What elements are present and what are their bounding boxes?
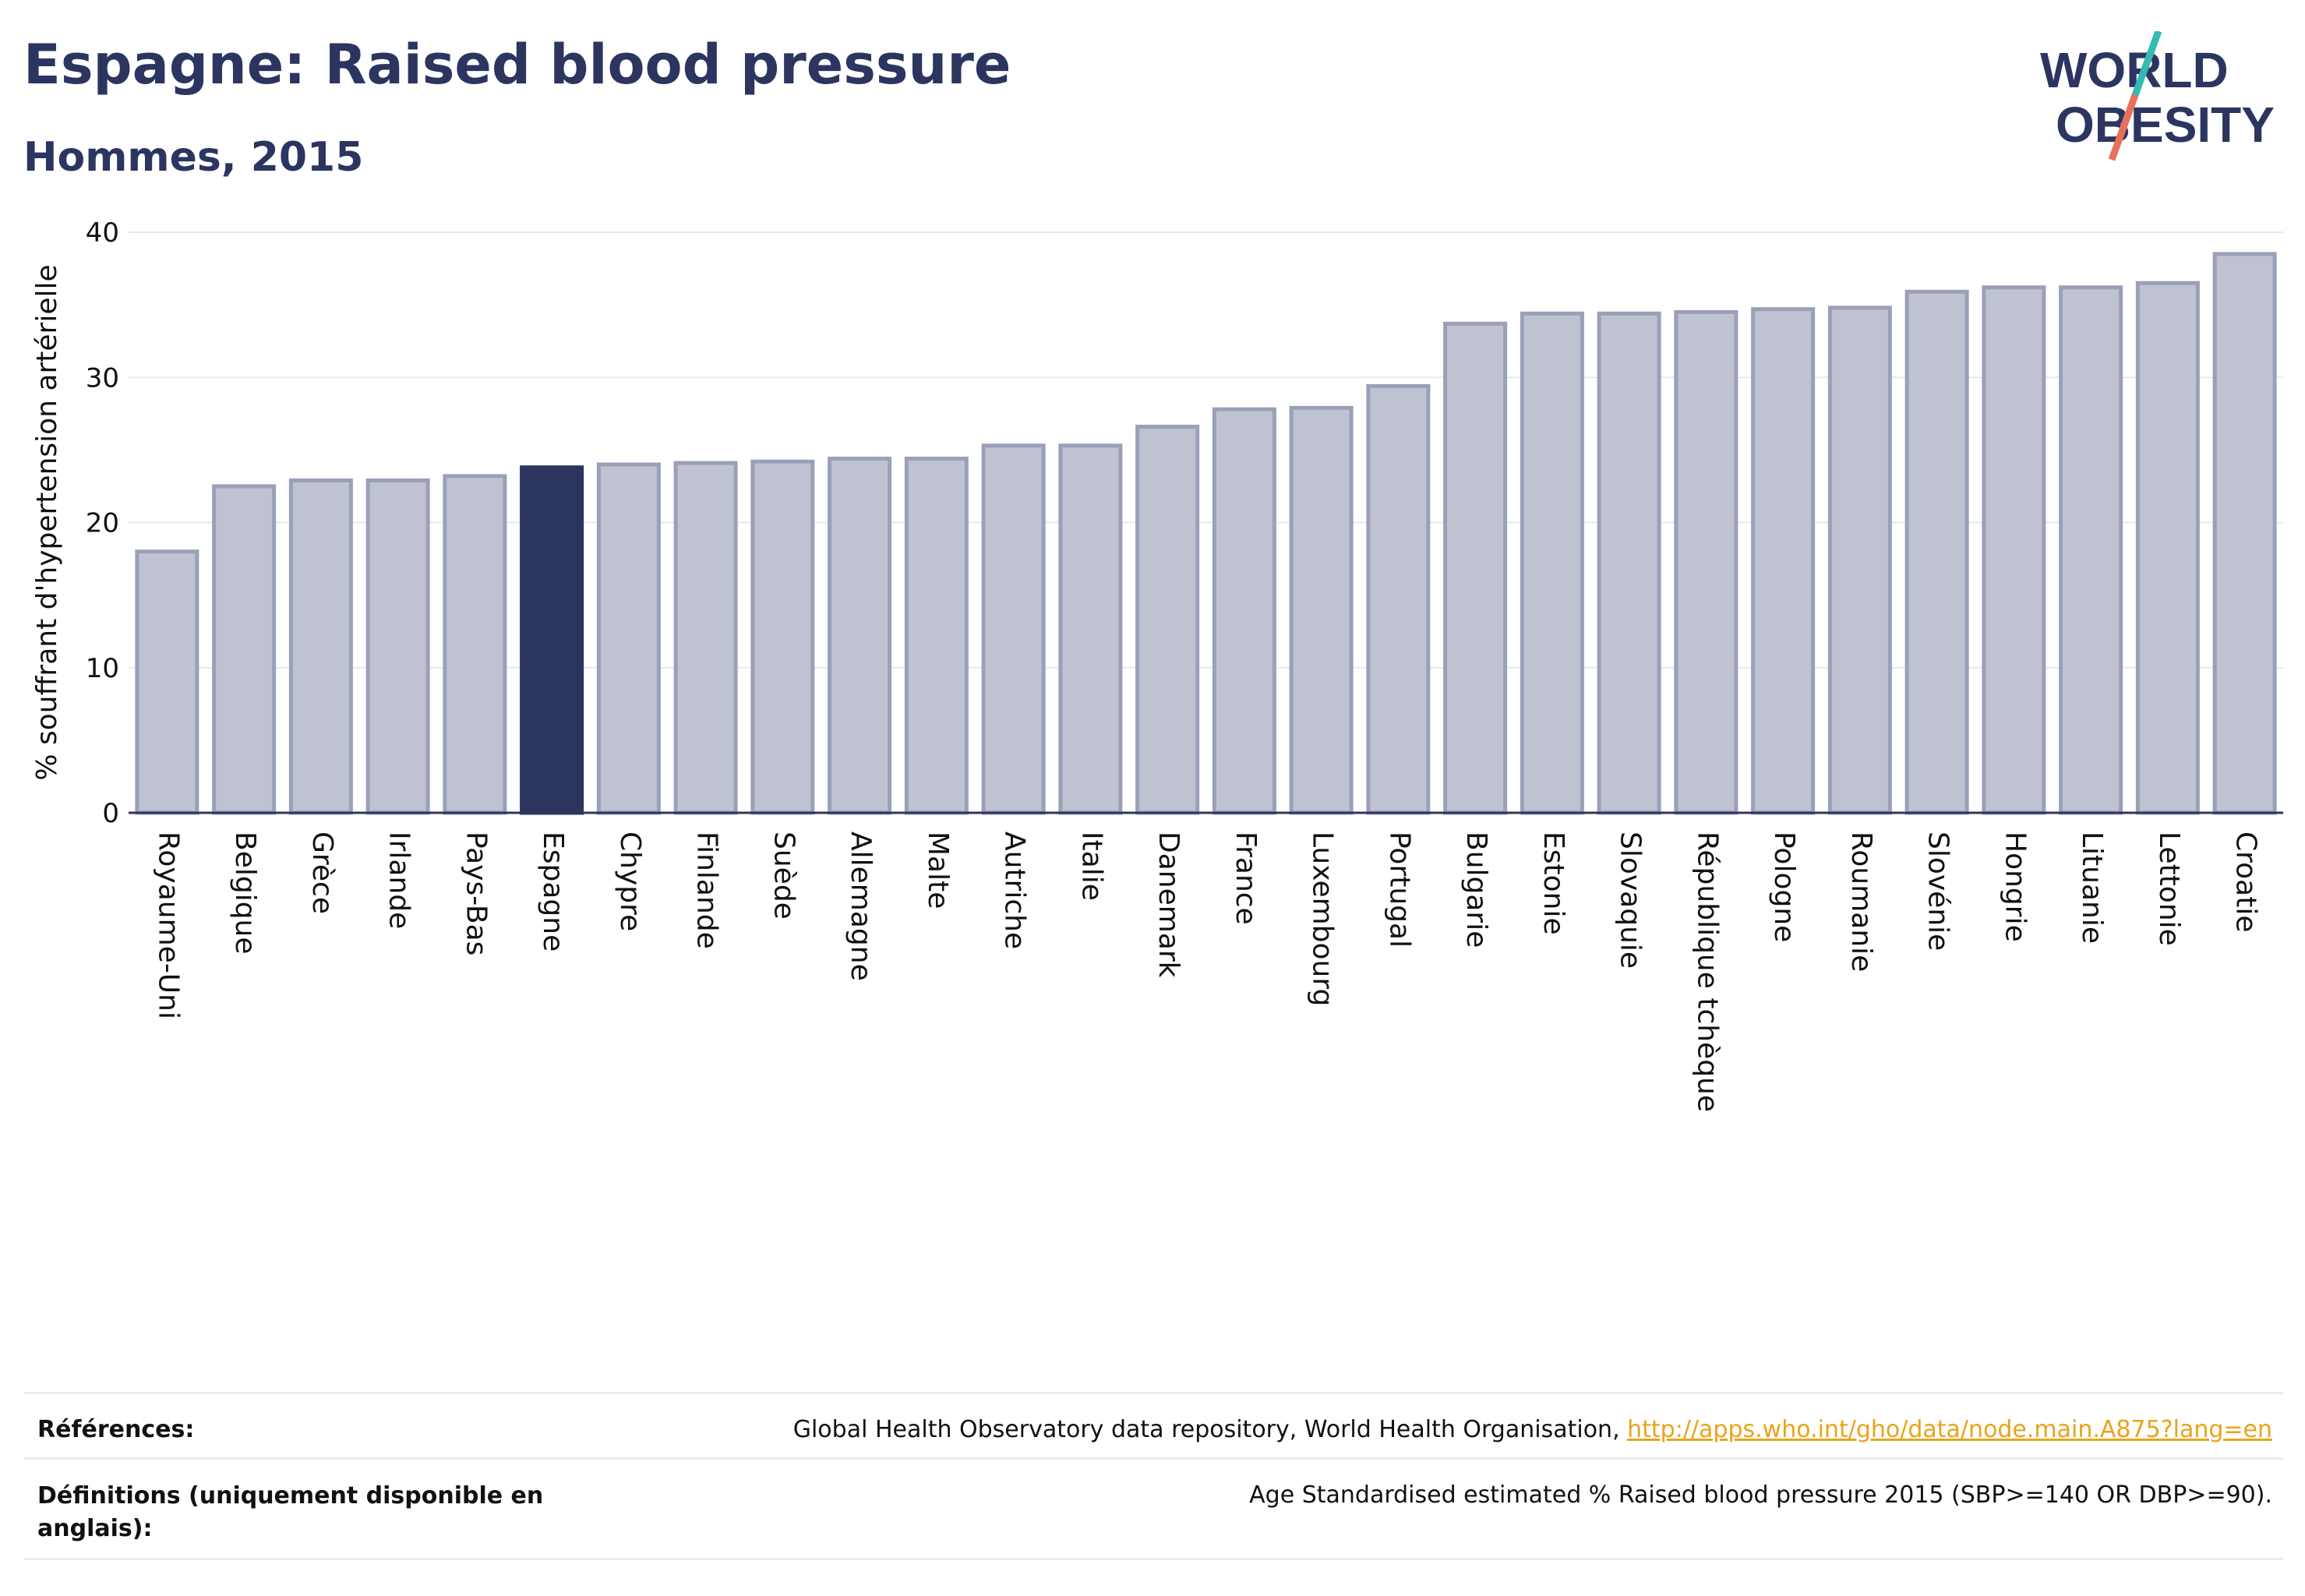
x-tick-label: Hongrie xyxy=(1999,832,2031,942)
definitions-row: Définitions (uniquement disponible en an… xyxy=(23,1457,2283,1560)
y-tick-label: 10 xyxy=(86,653,119,684)
x-tick-label: Belgique xyxy=(229,832,261,955)
x-tick-label: Slovénie xyxy=(1922,832,1954,951)
x-tick-label: Pologne xyxy=(1768,832,1800,942)
x-tick-label: Luxembourg xyxy=(1307,832,1339,1006)
references-text: Global Health Observatory data repositor… xyxy=(792,1416,1628,1443)
logo-line2: OBESITY xyxy=(2056,97,2275,153)
x-tick-label: Lituanie xyxy=(2076,832,2108,944)
x-tick-label: Suède xyxy=(768,832,800,920)
bar xyxy=(1904,289,1969,815)
x-tick-label: Pays-Bas xyxy=(460,832,492,955)
x-tick-label: Lettonie xyxy=(2153,832,2185,946)
bar xyxy=(1212,407,1276,815)
references-row: Références: Global Health Observatory da… xyxy=(23,1392,2283,1460)
bar xyxy=(2135,281,2200,815)
bar xyxy=(1366,383,1431,815)
bar xyxy=(135,549,199,815)
x-tick-label: Estonie xyxy=(1537,832,1569,935)
x-tick-label: République tchèque xyxy=(1691,832,1723,1112)
bar xyxy=(443,474,507,815)
x-tick-label: Portugal xyxy=(1383,832,1415,948)
x-tick-label: Irlande xyxy=(383,832,415,929)
x-tick-label: Finlande xyxy=(691,832,723,949)
logo-slash-coral xyxy=(2108,94,2139,161)
references-label: Références: xyxy=(37,1416,195,1443)
x-tick-label: Slovaquie xyxy=(1615,832,1647,969)
bar xyxy=(1674,309,1738,815)
bar xyxy=(1827,305,1892,815)
bar xyxy=(1751,307,1816,815)
chart-title: Espagne: Raised blood pressure xyxy=(23,33,1011,97)
x-tick-label: Espagne xyxy=(537,832,569,952)
bar xyxy=(1058,443,1123,815)
bar xyxy=(904,457,969,815)
y-tick-label: 0 xyxy=(102,798,119,829)
bar xyxy=(1982,285,2046,815)
x-tick-label: Bulgarie xyxy=(1460,832,1492,948)
definitions-label-line1: Définitions (uniquement disponible en xyxy=(37,1482,544,1509)
bar xyxy=(1520,311,1584,815)
bar xyxy=(981,443,1046,815)
bar-chart: 0 10 20 30 40 % souffrant d'hypertension arté… xyxy=(31,217,2283,1112)
x-tick-label: Allemagne xyxy=(845,832,877,981)
definitions-label-line2: anglais): xyxy=(37,1515,153,1542)
y-axis-label: % souffrant d'hypertension artérielle xyxy=(31,264,63,780)
x-tick-label: France xyxy=(1230,832,1262,925)
bar xyxy=(1135,425,1200,815)
references-link[interactable]: http://apps.who.int/gho/data/node.main.A… xyxy=(1627,1416,2272,1443)
x-tick-label: Danemark xyxy=(1152,832,1184,978)
x-tick-label: Italie xyxy=(1075,832,1107,901)
definitions-label: Définitions (uniquement disponible en an… xyxy=(37,1480,543,1545)
x-tick-label: Royaume-Uni xyxy=(152,832,184,1019)
bar xyxy=(673,461,738,815)
chart-subtitle: Hommes, 2015 xyxy=(23,134,364,181)
y-tick-label: 30 xyxy=(86,362,119,394)
references-value: Global Health Observatory data repositor… xyxy=(793,1416,2272,1443)
definitions-value: Age Standardised estimated % Raised bloo… xyxy=(1249,1481,2272,1509)
world-obesity-logo: WORLD OBESITY xyxy=(2040,31,2275,161)
bar xyxy=(750,459,815,815)
x-tick-label: Malte xyxy=(922,832,954,909)
x-tick-label: Autriche xyxy=(999,832,1031,949)
x-tick-label: Chypre xyxy=(614,832,646,931)
bar xyxy=(596,462,661,815)
logo-slash-teal xyxy=(2131,31,2162,97)
bar xyxy=(2059,285,2123,815)
x-tick-label: Grèce xyxy=(306,832,338,914)
x-tick-label: Croatie xyxy=(2230,832,2262,933)
y-tick-label: 20 xyxy=(86,508,119,539)
bar xyxy=(288,478,353,815)
bar xyxy=(365,478,430,815)
bar-highlight xyxy=(520,465,584,815)
y-tick-label: 40 xyxy=(86,217,119,249)
bar xyxy=(1597,311,1661,815)
bar xyxy=(2212,252,2277,815)
bar xyxy=(212,484,277,815)
bar xyxy=(1289,405,1354,815)
bar xyxy=(1443,321,1508,815)
x-tick-label: Roumanie xyxy=(1845,832,1877,972)
bar xyxy=(828,457,892,815)
